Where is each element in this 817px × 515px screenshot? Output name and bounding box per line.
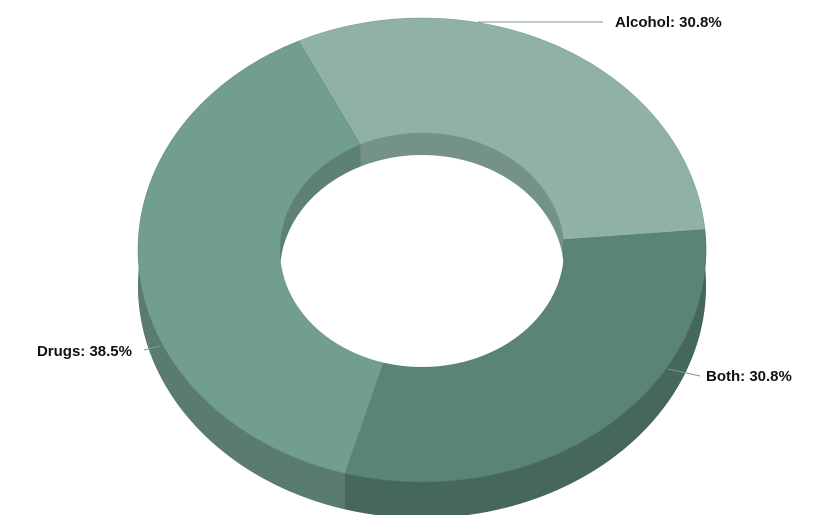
data-label-alcohol: Alcohol: 30.8% xyxy=(615,14,722,31)
donut-top-slices xyxy=(137,17,707,483)
data-label-both: Both: 30.8% xyxy=(706,368,792,385)
data-label-drugs: Drugs: 38.5% xyxy=(37,343,132,360)
donut-hole xyxy=(280,155,564,367)
inner-wall-alcohol xyxy=(360,133,564,262)
outer-wall-drugs xyxy=(138,41,345,510)
outer-wall-both xyxy=(344,229,706,515)
slice-labels: Alcohol: 30.8% Both: 30.8% Drugs: 38.5% xyxy=(37,14,792,385)
donut-inner-walls xyxy=(280,133,564,367)
leader-line-both xyxy=(667,368,701,377)
inner-wall-drugs xyxy=(280,144,361,272)
leader-line-drugs xyxy=(143,345,161,351)
